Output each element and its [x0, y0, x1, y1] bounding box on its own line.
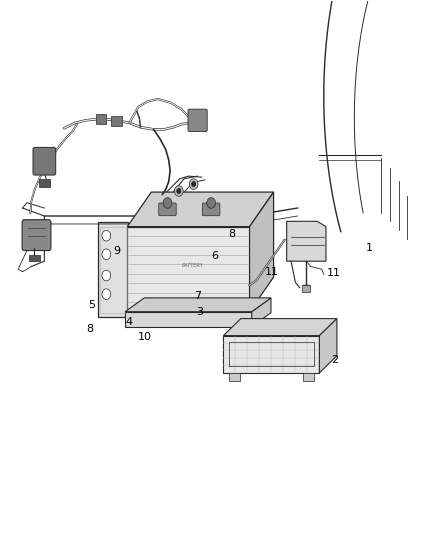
Text: 10: 10 — [138, 332, 152, 342]
Polygon shape — [223, 336, 319, 373]
Polygon shape — [98, 222, 128, 317]
Text: 6: 6 — [211, 251, 218, 261]
Circle shape — [102, 249, 111, 260]
Polygon shape — [252, 298, 271, 327]
Bar — [39, 179, 49, 187]
Text: 8: 8 — [229, 229, 236, 239]
Text: 8: 8 — [87, 324, 94, 334]
Polygon shape — [127, 227, 250, 312]
Circle shape — [174, 185, 183, 196]
Circle shape — [102, 289, 111, 300]
Text: 7: 7 — [194, 290, 201, 301]
Polygon shape — [125, 298, 271, 312]
Text: 5: 5 — [88, 300, 95, 310]
Circle shape — [191, 181, 196, 187]
Text: 2: 2 — [331, 354, 338, 365]
Text: 9: 9 — [113, 246, 120, 255]
Circle shape — [102, 270, 111, 281]
Text: 3: 3 — [196, 306, 203, 317]
Circle shape — [207, 198, 215, 208]
Polygon shape — [250, 192, 274, 312]
Polygon shape — [125, 312, 252, 327]
Text: 11: 11 — [326, 269, 340, 278]
Bar — [96, 115, 106, 124]
Polygon shape — [223, 319, 337, 336]
Bar — [111, 116, 122, 126]
FancyBboxPatch shape — [33, 148, 56, 175]
Text: BATTERY: BATTERY — [182, 263, 204, 268]
Polygon shape — [127, 192, 274, 227]
Circle shape — [189, 179, 198, 189]
FancyBboxPatch shape — [188, 109, 207, 132]
FancyBboxPatch shape — [22, 220, 51, 251]
FancyBboxPatch shape — [159, 203, 176, 216]
Bar — [303, 373, 314, 381]
Bar — [302, 285, 310, 292]
Text: 4: 4 — [126, 317, 133, 327]
Text: 11: 11 — [265, 267, 279, 277]
Polygon shape — [287, 221, 326, 261]
Text: 1: 1 — [366, 243, 373, 253]
Circle shape — [102, 230, 111, 241]
Bar — [28, 255, 40, 261]
Bar — [229, 373, 240, 381]
Circle shape — [26, 229, 40, 246]
Polygon shape — [319, 319, 337, 373]
Circle shape — [177, 188, 181, 193]
FancyBboxPatch shape — [202, 203, 220, 216]
Circle shape — [163, 198, 172, 208]
